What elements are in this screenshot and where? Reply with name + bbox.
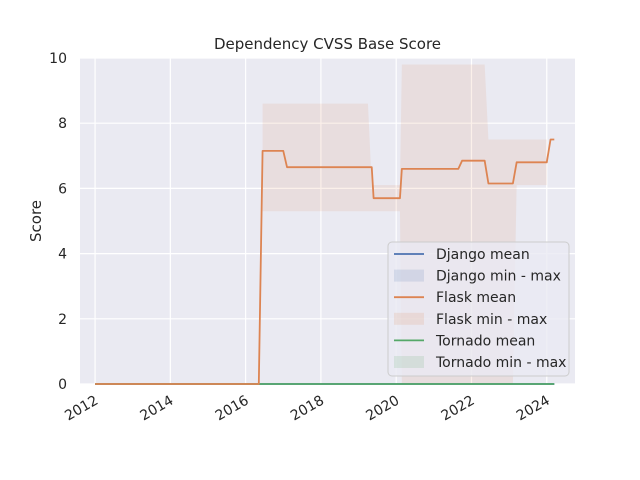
legend-label: Django min - max [436, 269, 561, 285]
x-tick-label: 2012 [62, 393, 101, 425]
legend-band-swatch [394, 356, 424, 368]
x-tick-label: 2018 [288, 393, 327, 425]
legend-band-swatch [394, 312, 424, 325]
x-tick-labels: 2012 2014 2016 2018 2020 2022 2024 [62, 393, 553, 425]
x-tick-label: 2016 [213, 393, 252, 425]
legend-label: Django mean [436, 247, 530, 263]
y-tick-label: 8 [58, 116, 67, 132]
legend-label: Flask mean [436, 290, 516, 306]
y-tick-label: 10 [49, 51, 67, 67]
legend-label: Tornado mean [435, 333, 535, 349]
y-tick-label: 0 [58, 377, 67, 393]
line-layer [95, 138, 555, 385]
x-tick-label: 2020 [363, 393, 402, 425]
x-tick-label: 2024 [514, 393, 553, 425]
legend-label: Flask min - max [436, 312, 547, 328]
x-tick-label: 2022 [439, 393, 478, 425]
y-tick-label: 6 [58, 181, 67, 197]
y-tick-labels: 0 2 4 6 8 10 [49, 51, 67, 393]
series-flask-mean [95, 138, 555, 385]
y-tick-label: 4 [58, 247, 67, 263]
y-tick-label: 2 [58, 312, 67, 328]
chart-title: Dependency CVSS Base Score [214, 35, 441, 53]
legend-band-swatch [394, 269, 424, 282]
legend-label: Tornado min - max [435, 355, 566, 371]
legend-box [387, 241, 570, 377]
y-axis-label: Score [27, 200, 45, 242]
x-tick-label: 2014 [137, 393, 176, 425]
legend: Django mean Django min - max Flask mean Fla… [387, 241, 570, 377]
